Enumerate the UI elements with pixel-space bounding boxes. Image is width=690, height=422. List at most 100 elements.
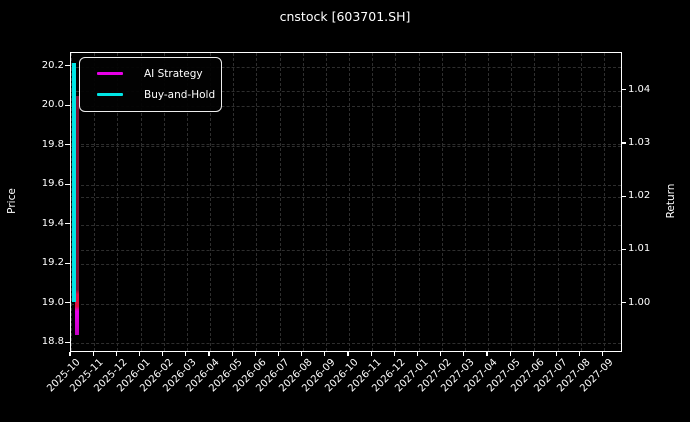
gridline-horizontal (71, 224, 621, 226)
gridline-horizontal (71, 145, 621, 147)
return-tick-label: 1.03 (628, 136, 651, 148)
x-tick-mark (277, 351, 280, 356)
gridline-vertical (256, 53, 258, 351)
x-tick-mark (347, 351, 349, 356)
gridline-vertical (349, 53, 351, 351)
gridline-vertical (210, 53, 212, 351)
left-tick-mark (65, 104, 70, 106)
y-axis-label-return: Return (665, 183, 677, 219)
gridline-vertical (233, 53, 235, 351)
gridline-horizontal (71, 264, 621, 266)
return-tick-label: 1.04 (628, 83, 651, 95)
left-tick-mark (65, 65, 70, 67)
legend-label-ai-strategy: AI Strategy (144, 67, 203, 80)
gridline-horizontal (71, 250, 621, 252)
gridline-vertical (441, 53, 443, 351)
x-tick-mark (301, 351, 303, 356)
gridline-vertical (372, 53, 374, 351)
gridline-horizontal (71, 343, 621, 345)
x-tick-mark (185, 351, 187, 356)
x-tick-mark (416, 351, 419, 356)
gridline-vertical (279, 53, 281, 351)
x-tick-mark (555, 351, 558, 356)
right-tick-mark (621, 89, 626, 91)
x-tick-mark (602, 351, 604, 356)
gridline-vertical (71, 53, 72, 351)
x-tick-mark (324, 351, 326, 356)
gridline-horizontal (71, 143, 621, 145)
gridline-vertical (163, 53, 165, 351)
left-tick-mark (65, 302, 70, 304)
x-tick-mark (532, 351, 534, 356)
gridline-vertical (140, 53, 142, 351)
right-tick-mark (621, 142, 626, 144)
plot-area (70, 52, 622, 352)
x-tick-mark (115, 351, 117, 356)
price-tick-label: 19.2 (41, 257, 64, 269)
x-tick-mark (486, 351, 488, 356)
price-tick-label: 20.2 (41, 59, 64, 71)
gridline-vertical (94, 53, 96, 351)
x-tick-mark (231, 351, 233, 356)
legend-label-buy-and-hold: Buy-and-Hold (144, 88, 216, 101)
price-tick-label: 19.8 (41, 138, 64, 150)
x-tick-mark (69, 351, 71, 356)
legend-swatch-ai-strategy (97, 71, 123, 76)
gridline-vertical (603, 53, 605, 351)
gridline-vertical (580, 53, 582, 351)
x-tick-mark (162, 351, 164, 356)
price-tick-label: 20.0 (41, 99, 64, 111)
gridline-horizontal (71, 303, 621, 305)
price-tick-label: 19.4 (41, 217, 64, 229)
left-tick-mark (65, 262, 70, 264)
gridline-vertical (557, 53, 559, 351)
gridline-vertical (418, 53, 420, 351)
series-line-buy-and-hold (72, 62, 76, 302)
left-tick-mark (65, 341, 70, 343)
right-tick-mark (621, 248, 626, 250)
gridline-horizontal (71, 185, 621, 187)
price-tick-label: 19.0 (41, 296, 64, 308)
x-tick-mark (579, 351, 581, 356)
x-tick-mark (463, 351, 465, 356)
gridline-vertical (534, 53, 536, 351)
gridline-vertical (325, 53, 327, 351)
legend: AI Strategy Buy-and-Hold (79, 57, 222, 112)
x-tick-mark (254, 351, 256, 356)
return-tick-label: 1.00 (628, 296, 651, 308)
gridline-vertical (488, 53, 490, 351)
chart-title: cnstock [603701.SH] (279, 9, 411, 24)
x-tick-mark (92, 351, 94, 356)
gridline-horizontal (71, 106, 621, 108)
x-tick-mark (393, 351, 395, 356)
gridline-vertical (464, 53, 466, 351)
right-tick-mark (621, 301, 626, 304)
legend-item-buy-and-hold: Buy-and-Hold (97, 84, 221, 105)
x-tick-mark (509, 351, 511, 356)
price-tick-label: 19.6 (41, 178, 64, 190)
x-tick-mark (138, 351, 141, 356)
return-tick-label: 1.02 (628, 190, 651, 202)
x-tick-mark (370, 351, 372, 356)
gridline-vertical (186, 53, 188, 351)
gridline-vertical (395, 53, 397, 351)
y-axis-label-price: Price (6, 188, 18, 214)
left-tick-mark (65, 223, 70, 225)
x-tick-mark (208, 351, 210, 356)
legend-item-ai-strategy: AI Strategy (97, 63, 221, 84)
gridline-horizontal (71, 90, 621, 92)
gridline-vertical (117, 53, 119, 351)
gridline-vertical (511, 53, 513, 351)
right-tick-mark (621, 195, 626, 197)
left-tick-mark (65, 183, 70, 185)
gridline-horizontal (71, 66, 621, 68)
left-tick-mark (65, 144, 70, 146)
return-tick-label: 1.01 (628, 243, 651, 255)
gridline-horizontal (71, 197, 621, 199)
x-tick-mark (440, 351, 442, 356)
legend-swatch-buy-and-hold (97, 92, 123, 97)
gridline-vertical (302, 53, 304, 351)
series-line-ai-strategy (74, 96, 79, 336)
price-tick-label: 18.8 (41, 336, 64, 348)
